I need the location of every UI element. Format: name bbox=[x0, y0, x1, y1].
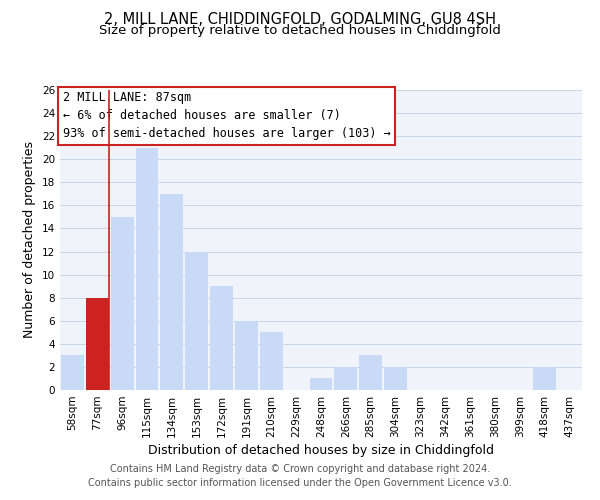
Bar bbox=[533, 367, 556, 390]
X-axis label: Distribution of detached houses by size in Chiddingfold: Distribution of detached houses by size … bbox=[148, 444, 494, 457]
Y-axis label: Number of detached properties: Number of detached properties bbox=[23, 142, 37, 338]
Bar bbox=[210, 286, 233, 390]
Bar bbox=[136, 148, 158, 390]
Text: 2, MILL LANE, CHIDDINGFOLD, GODALMING, GU8 4SH: 2, MILL LANE, CHIDDINGFOLD, GODALMING, G… bbox=[104, 12, 496, 28]
Bar bbox=[310, 378, 332, 390]
Text: 2 MILL LANE: 87sqm
← 6% of detached houses are smaller (7)
93% of semi-detached : 2 MILL LANE: 87sqm ← 6% of detached hous… bbox=[62, 92, 391, 140]
Bar bbox=[260, 332, 283, 390]
Text: Size of property relative to detached houses in Chiddingfold: Size of property relative to detached ho… bbox=[99, 24, 501, 37]
Bar bbox=[235, 321, 258, 390]
Bar bbox=[61, 356, 84, 390]
Bar bbox=[160, 194, 183, 390]
Bar bbox=[86, 298, 109, 390]
Bar bbox=[359, 356, 382, 390]
Text: Contains HM Land Registry data © Crown copyright and database right 2024.
Contai: Contains HM Land Registry data © Crown c… bbox=[88, 464, 512, 487]
Bar bbox=[111, 217, 134, 390]
Bar bbox=[384, 367, 407, 390]
Bar bbox=[185, 252, 208, 390]
Bar bbox=[334, 367, 357, 390]
